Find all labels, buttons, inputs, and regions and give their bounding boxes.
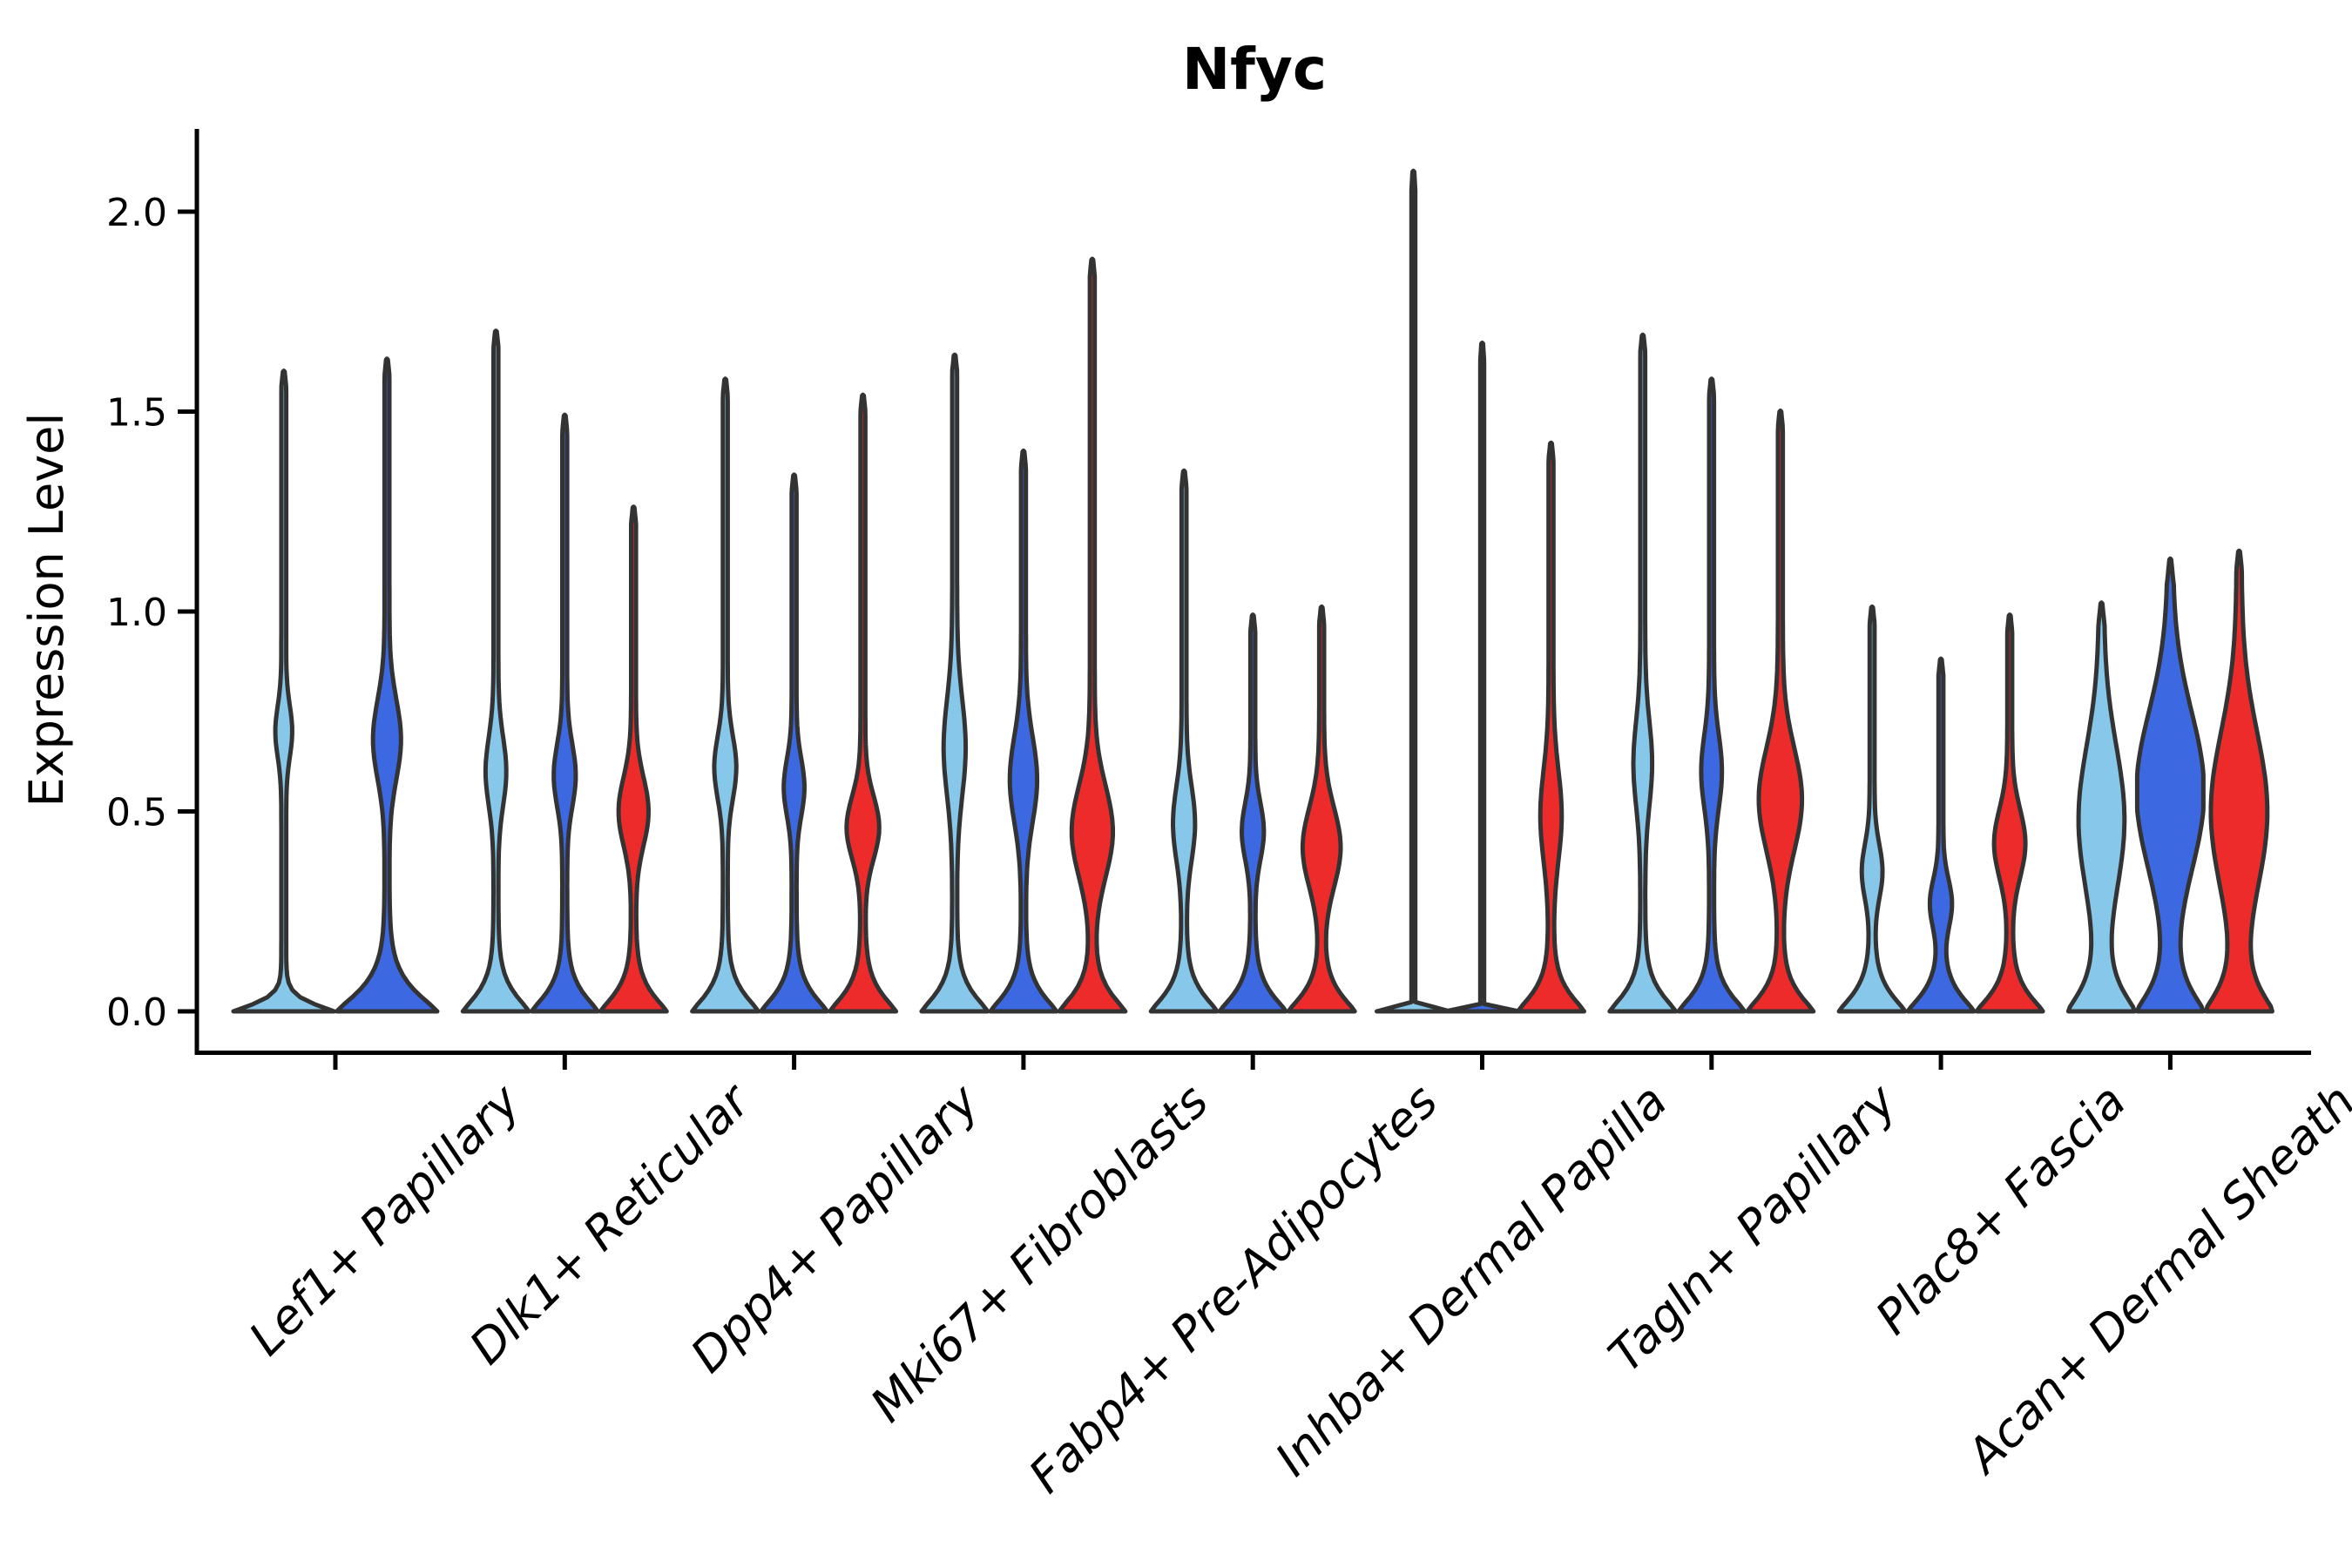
violin bbox=[828, 392, 899, 1014]
violin bbox=[231, 368, 336, 1014]
y-axis-label: Expression Level bbox=[19, 413, 74, 808]
violin bbox=[1974, 612, 2045, 1014]
violin bbox=[1905, 656, 1977, 1014]
violin bbox=[1375, 168, 1452, 1014]
y-tick-label: 1.0 bbox=[106, 591, 167, 635]
violin bbox=[759, 472, 830, 1014]
y-tick-label: 2.0 bbox=[106, 191, 167, 235]
violin bbox=[919, 352, 990, 1014]
violin bbox=[1443, 341, 1521, 1014]
violin bbox=[2134, 556, 2206, 1014]
violin bbox=[460, 328, 531, 1014]
violin bbox=[690, 376, 761, 1014]
violin bbox=[598, 504, 669, 1014]
chart-title: Nfyc bbox=[1182, 36, 1327, 103]
x-tick-label: Fabp4+ Pre-Adipocytes bbox=[1018, 1074, 1448, 1504]
violin bbox=[1057, 256, 1128, 1014]
violin bbox=[1745, 409, 1816, 1014]
y-tick-label: 0.5 bbox=[106, 791, 167, 835]
x-tick-label: Inhba+ Dermal Papilla bbox=[1265, 1074, 1678, 1487]
violin bbox=[1676, 376, 1747, 1014]
violin bbox=[2203, 548, 2274, 1014]
violin bbox=[1148, 468, 1220, 1014]
violin bbox=[335, 356, 440, 1014]
violin bbox=[529, 412, 600, 1014]
y-tick-label: 0.0 bbox=[106, 990, 167, 1035]
violin-series bbox=[231, 168, 2274, 1014]
violin bbox=[1836, 604, 1908, 1014]
violin bbox=[1217, 612, 1288, 1014]
violin bbox=[1286, 604, 1357, 1014]
y-tick-marks bbox=[178, 209, 197, 1014]
violin bbox=[2065, 600, 2137, 1014]
violin bbox=[1607, 332, 1679, 1014]
violin bbox=[1516, 440, 1586, 1014]
x-tick-label: Acan+ Dermal Sheath bbox=[1955, 1074, 2352, 1485]
violin bbox=[988, 448, 1059, 1014]
y-tick-label: 1.5 bbox=[106, 391, 167, 436]
